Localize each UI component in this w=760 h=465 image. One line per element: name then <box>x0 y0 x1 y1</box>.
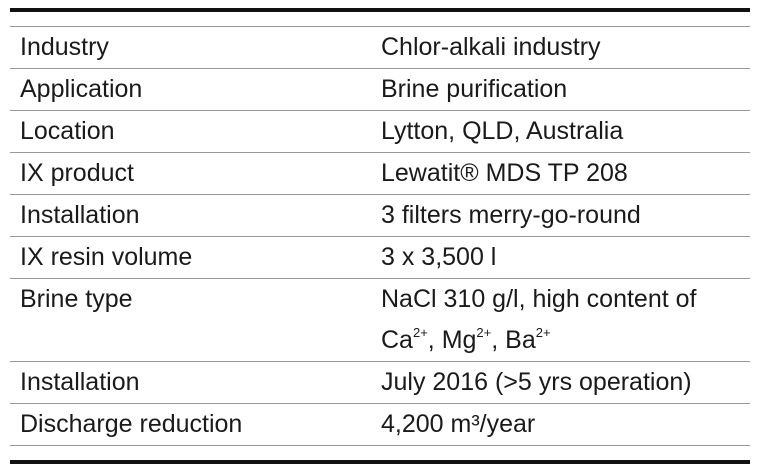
text-part: , Ba <box>491 326 536 354</box>
row-value: Chlor-alkali industry <box>381 33 601 61</box>
row-value: Lytton, QLD, Australia <box>381 117 624 145</box>
row-label: IX resin volume <box>20 243 193 271</box>
row-label: Brine type <box>20 285 133 313</box>
row-value: 4,200 m³/year <box>381 410 536 438</box>
row-label: Installation <box>20 368 140 396</box>
row-value: NaCl 310 g/l, high content of Ca2+, Mg2+… <box>371 279 750 362</box>
superscript: 2+ <box>412 325 428 340</box>
table-row: Installation 3 filters merry-go-round <box>10 194 750 237</box>
info-table: Industry Chlor-alkali industry Application… <box>10 26 750 446</box>
table-row: Industry Chlor-alkali industry <box>10 26 750 69</box>
row-label: Installation <box>20 201 140 229</box>
table-row: Brine type NaCl 310 g/l, high content of … <box>10 278 750 362</box>
row-label: IX product <box>20 159 134 187</box>
table-row: Location Lytton, QLD, Australia <box>10 110 750 153</box>
table-row: Application Brine purification <box>10 68 750 111</box>
table-row: Discharge reduction 4,200 m³/year <box>10 403 750 446</box>
table-row: Installation July 2016 (>5 yrs operation) <box>10 361 750 404</box>
row-value: 3 x 3,500 l <box>381 243 497 271</box>
table-frame: Industry Chlor-alkali industry Application… <box>10 8 750 464</box>
row-label: Location <box>20 117 115 145</box>
row-value: July 2016 (>5 yrs operation) <box>381 368 692 396</box>
row-label: Industry <box>20 33 109 61</box>
table-row: IX resin volume 3 x 3,500 l <box>10 236 750 279</box>
row-value: Brine purification <box>381 75 568 103</box>
row-value: 3 filters merry-go-round <box>381 201 641 229</box>
row-label: Application <box>20 75 143 103</box>
text-part: , Mg <box>427 326 477 354</box>
superscript: 2+ <box>476 325 492 340</box>
text-part: NaCl 310 g/l, high content of Ca <box>381 285 697 354</box>
row-value: Lewatit® MDS TP 208 <box>381 159 628 187</box>
row-label: Discharge reduction <box>20 410 243 438</box>
superscript: 2+ <box>535 325 551 340</box>
table-row: IX product Lewatit® MDS TP 208 <box>10 152 750 195</box>
